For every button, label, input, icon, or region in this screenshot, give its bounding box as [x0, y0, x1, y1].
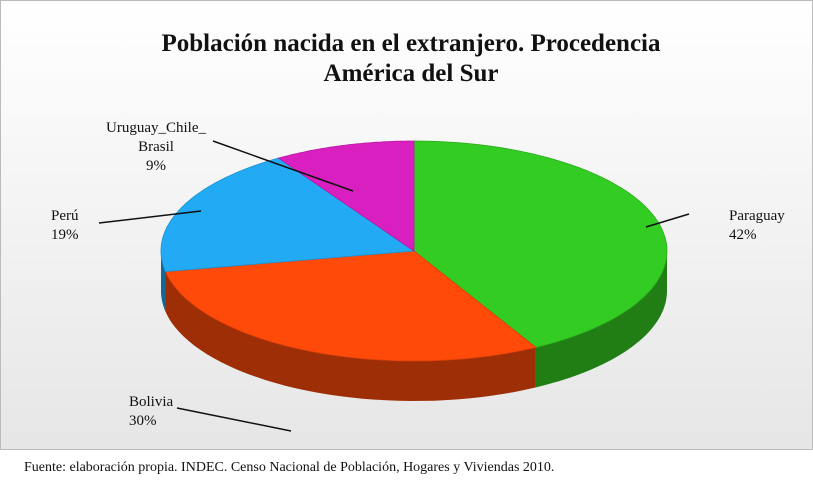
leader-line [645, 213, 690, 228]
pie-canvas [98, 140, 690, 432]
value-label: 9% [146, 158, 166, 174]
data-label: Bolivia 30% [129, 393, 173, 431]
data-label: Paraguay 42% [729, 207, 785, 245]
category-label: Uruguay_Chile_ Brasil [106, 120, 206, 155]
data-label: Uruguay_Chile_ Brasil 9% [101, 119, 211, 176]
category-label: Bolivia [129, 394, 174, 410]
leader-line [98, 210, 202, 224]
category-label: Perú [51, 208, 79, 224]
value-label: 30% [129, 413, 157, 429]
leader-line [212, 140, 354, 192]
leader-line [176, 407, 292, 432]
slice [164, 250, 537, 362]
slice-side [161, 251, 166, 312]
category-label: Paraguay [729, 208, 785, 224]
value-label: 42% [729, 227, 757, 243]
slice [277, 140, 415, 252]
chart: Población nacida en el extranjero. Proce… [0, 0, 813, 450]
chart-title: Población nacida en el extranjero. Proce… [161, 30, 661, 87]
source-note: Fuente: elaboración propia. INDEC. Censo… [24, 460, 555, 475]
slice [160, 157, 416, 273]
slice-side [535, 251, 667, 388]
value-label: 19% [51, 227, 79, 243]
slice-side [165, 271, 536, 401]
data-label: Perú 19% [51, 207, 79, 245]
